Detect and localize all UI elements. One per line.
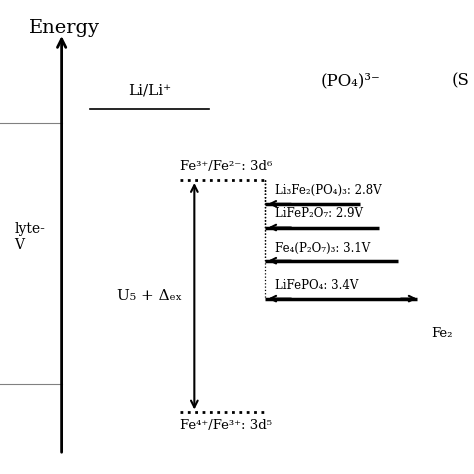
Text: Fe³⁺/Fe²⁻: 3d⁶: Fe³⁺/Fe²⁻: 3d⁶ bbox=[180, 160, 273, 173]
Text: Energy: Energy bbox=[28, 19, 100, 37]
Text: U₅ + Δₑₓ: U₅ + Δₑₓ bbox=[117, 289, 182, 303]
Text: (PO₄)³⁻: (PO₄)³⁻ bbox=[321, 72, 381, 89]
Text: Fe⁴⁺/Fe³⁺: 3d⁵: Fe⁴⁺/Fe³⁺: 3d⁵ bbox=[180, 419, 272, 432]
Text: Li₃Fe₂(PO₄)₃: 2.8V: Li₃Fe₂(PO₄)₃: 2.8V bbox=[275, 184, 382, 197]
Text: LiFeP₂O₇: 2.9V: LiFeP₂O₇: 2.9V bbox=[275, 208, 363, 220]
Text: LiFePO₄: 3.4V: LiFePO₄: 3.4V bbox=[275, 280, 358, 292]
Text: Li/Li⁺: Li/Li⁺ bbox=[128, 83, 171, 97]
Text: Fe₂: Fe₂ bbox=[431, 327, 453, 340]
Text: lyte-
V: lyte- V bbox=[14, 222, 45, 252]
Text: (S: (S bbox=[451, 72, 469, 89]
Text: Fe₄(P₂O₇)₃: 3.1V: Fe₄(P₂O₇)₃: 3.1V bbox=[275, 242, 370, 255]
